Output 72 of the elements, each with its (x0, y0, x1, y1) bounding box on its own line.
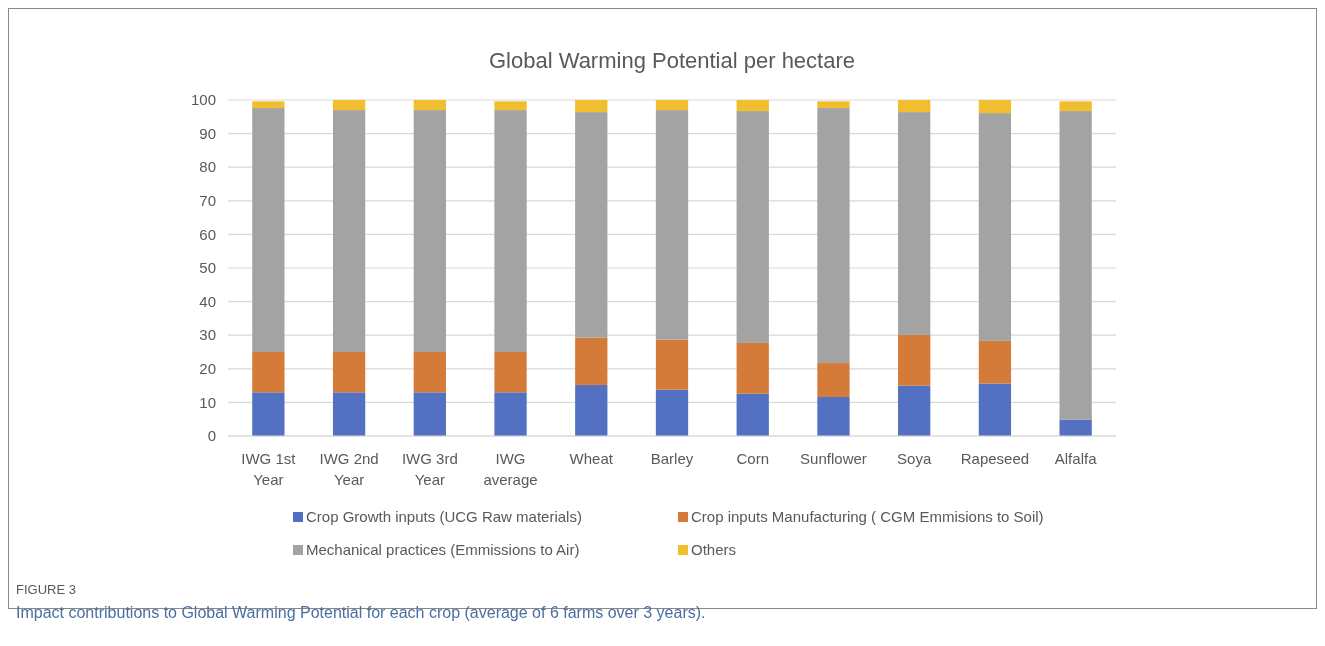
bar (736, 393, 769, 436)
bar (898, 385, 931, 436)
bar (898, 112, 931, 335)
legend-label: Mechanical practices (Emmissions to Air) (306, 541, 580, 559)
bar (494, 110, 527, 352)
bar (252, 352, 285, 393)
bar (978, 113, 1012, 341)
bar (575, 384, 608, 436)
bar (898, 334, 931, 386)
bar (817, 397, 850, 436)
x-tick-label: Alfalfa (1054, 450, 1098, 467)
x-tick-label: Wheat (569, 450, 614, 467)
bar (575, 112, 608, 338)
bar (978, 383, 1012, 436)
bar (413, 110, 446, 352)
bar (252, 392, 285, 436)
y-tick-label: 70 (199, 192, 216, 210)
y-tick-label: 90 (199, 124, 216, 142)
bar (494, 352, 527, 393)
bar (1059, 111, 1092, 420)
x-tick-label: Rapeseed (960, 450, 1030, 467)
bar (332, 110, 366, 352)
x-tick-label: IWG 1st Year (241, 450, 297, 488)
x-tick-label: Sunflower (800, 450, 867, 467)
bar (817, 101, 850, 109)
bar (655, 389, 689, 436)
bar (332, 100, 366, 111)
x-tick-label: IWG average (483, 450, 538, 488)
bar (655, 339, 689, 390)
bar (575, 337, 608, 385)
bar (494, 392, 527, 436)
bar (736, 111, 769, 343)
bar (817, 363, 850, 398)
bar (252, 108, 285, 352)
bar (736, 100, 769, 112)
caption: FIGURE 3 (16, 582, 76, 597)
bar (1059, 419, 1092, 436)
legend-label: Others (691, 541, 737, 559)
legend-label: Crop inputs Manufacturing ( CGM Emmisions to Soil) (691, 508, 1044, 526)
y-tick-label: 100 (190, 91, 216, 109)
bar (413, 392, 446, 436)
bar (332, 392, 366, 436)
x-tick-label: Soya (897, 450, 932, 467)
text: Impact contributions to Global Warming Potential for each crop (average of 6 farms over 3 years). (16, 604, 706, 621)
bar (252, 101, 285, 109)
bar (736, 342, 769, 394)
bar (978, 100, 1012, 114)
y-tick-label: 10 (199, 393, 216, 411)
bar (413, 352, 446, 393)
x-tick-label: Barley (650, 450, 694, 467)
bar (655, 110, 689, 340)
bar (494, 101, 527, 111)
bar (817, 108, 850, 364)
y-tick-label: 80 (199, 158, 216, 176)
y-tick-label: 40 (199, 292, 216, 310)
bar (332, 352, 366, 393)
bar (898, 100, 931, 113)
y-tick-label: 20 (199, 360, 216, 378)
x-tick-label: IWG 3rd Year (401, 450, 458, 488)
bar (978, 340, 1012, 384)
chart-title: Global Warming Potential per hectare (488, 48, 856, 73)
legend-label: Crop Growth inputs (UCG Raw materials) (306, 508, 582, 526)
bar (413, 100, 446, 111)
bar (575, 100, 608, 113)
x-tick-label: IWG 2nd Year (319, 450, 379, 488)
y-tick-label: 0 (207, 427, 216, 445)
y-tick-label: 50 (199, 259, 216, 277)
y-tick-label: 60 (199, 225, 216, 243)
bar (1059, 101, 1092, 112)
x-tick-label: Corn (736, 450, 769, 467)
y-tick-label: 30 (199, 326, 216, 344)
bar (655, 100, 689, 111)
